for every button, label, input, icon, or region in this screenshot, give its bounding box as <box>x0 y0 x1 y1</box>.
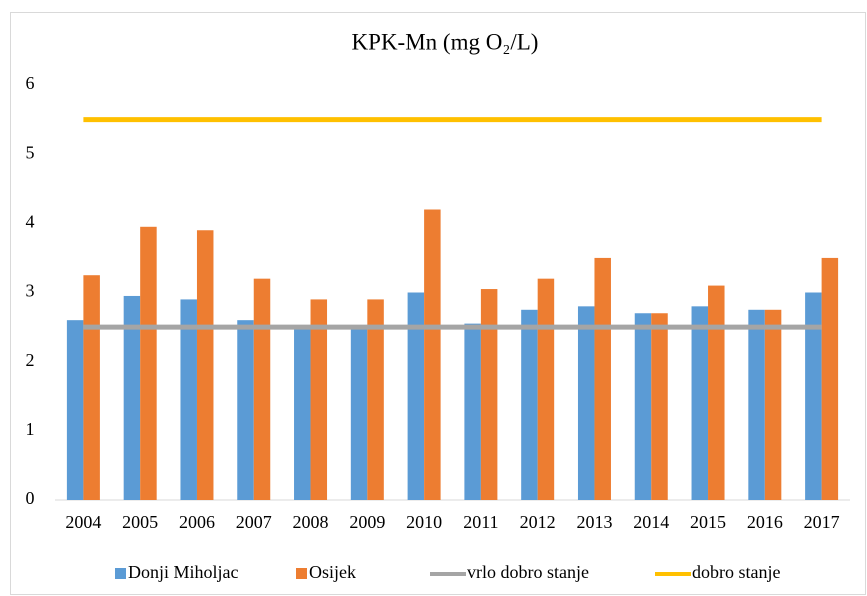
bar <box>294 327 311 500</box>
bar <box>821 257 839 500</box>
bar <box>577 306 595 500</box>
x-tick-label: 2015 <box>690 512 726 532</box>
y-tick-label: 5 <box>26 142 35 162</box>
x-tick-label: 2006 <box>179 512 215 532</box>
x-tick-label: 2012 <box>520 512 556 532</box>
bar <box>805 292 822 500</box>
x-tick-label: 2011 <box>463 512 498 532</box>
legend-label: Donji Miholjac <box>128 562 239 582</box>
y-tick-label: 2 <box>26 350 35 370</box>
bar <box>253 278 271 500</box>
x-tick-label: 2013 <box>576 512 612 532</box>
bar <box>651 313 668 500</box>
bar <box>407 292 425 500</box>
chart-title: KPK-Mn (mg O₂/L) <box>352 29 539 54</box>
legend-label: Osijek <box>309 562 356 582</box>
x-tick-label: 2017 <box>804 512 840 532</box>
y-tick-label: 0 <box>26 488 35 508</box>
y-tick-label: 3 <box>26 281 35 301</box>
bar <box>424 209 441 500</box>
y-tick-label: 4 <box>26 211 35 231</box>
bar <box>367 299 384 500</box>
x-tick-label: 2008 <box>293 512 329 532</box>
x-tick-label: 2014 <box>633 512 669 532</box>
legend-swatch <box>296 568 307 579</box>
bar <box>350 327 368 500</box>
legend-label: vrlo dobro stanje <box>467 562 589 582</box>
x-tick-label: 2005 <box>122 512 158 532</box>
bar <box>66 320 84 500</box>
x-tick-label: 2004 <box>65 512 101 532</box>
x-tick-label: 2009 <box>349 512 385 532</box>
legend-swatch <box>115 568 126 579</box>
bar <box>594 257 611 500</box>
x-tick-label: 2010 <box>406 512 442 532</box>
bar <box>83 275 100 500</box>
bar <box>196 230 214 500</box>
bar <box>237 320 254 500</box>
bar <box>764 309 782 500</box>
bar <box>140 226 157 500</box>
bar <box>464 323 481 500</box>
bar <box>708 285 725 500</box>
x-tick-label: 2016 <box>747 512 783 532</box>
y-tick-label: 1 <box>26 419 35 439</box>
x-tick-label: 2007 <box>236 512 272 532</box>
y-tick-label: 6 <box>26 73 35 93</box>
bar <box>691 306 709 500</box>
bar <box>748 309 765 500</box>
bar <box>521 309 538 500</box>
bar <box>634 313 652 500</box>
bar <box>537 278 555 500</box>
bar <box>480 289 498 500</box>
legend-label: dobro stanje <box>692 562 780 582</box>
bar <box>123 295 141 500</box>
bar <box>180 299 197 500</box>
bar <box>310 299 328 500</box>
